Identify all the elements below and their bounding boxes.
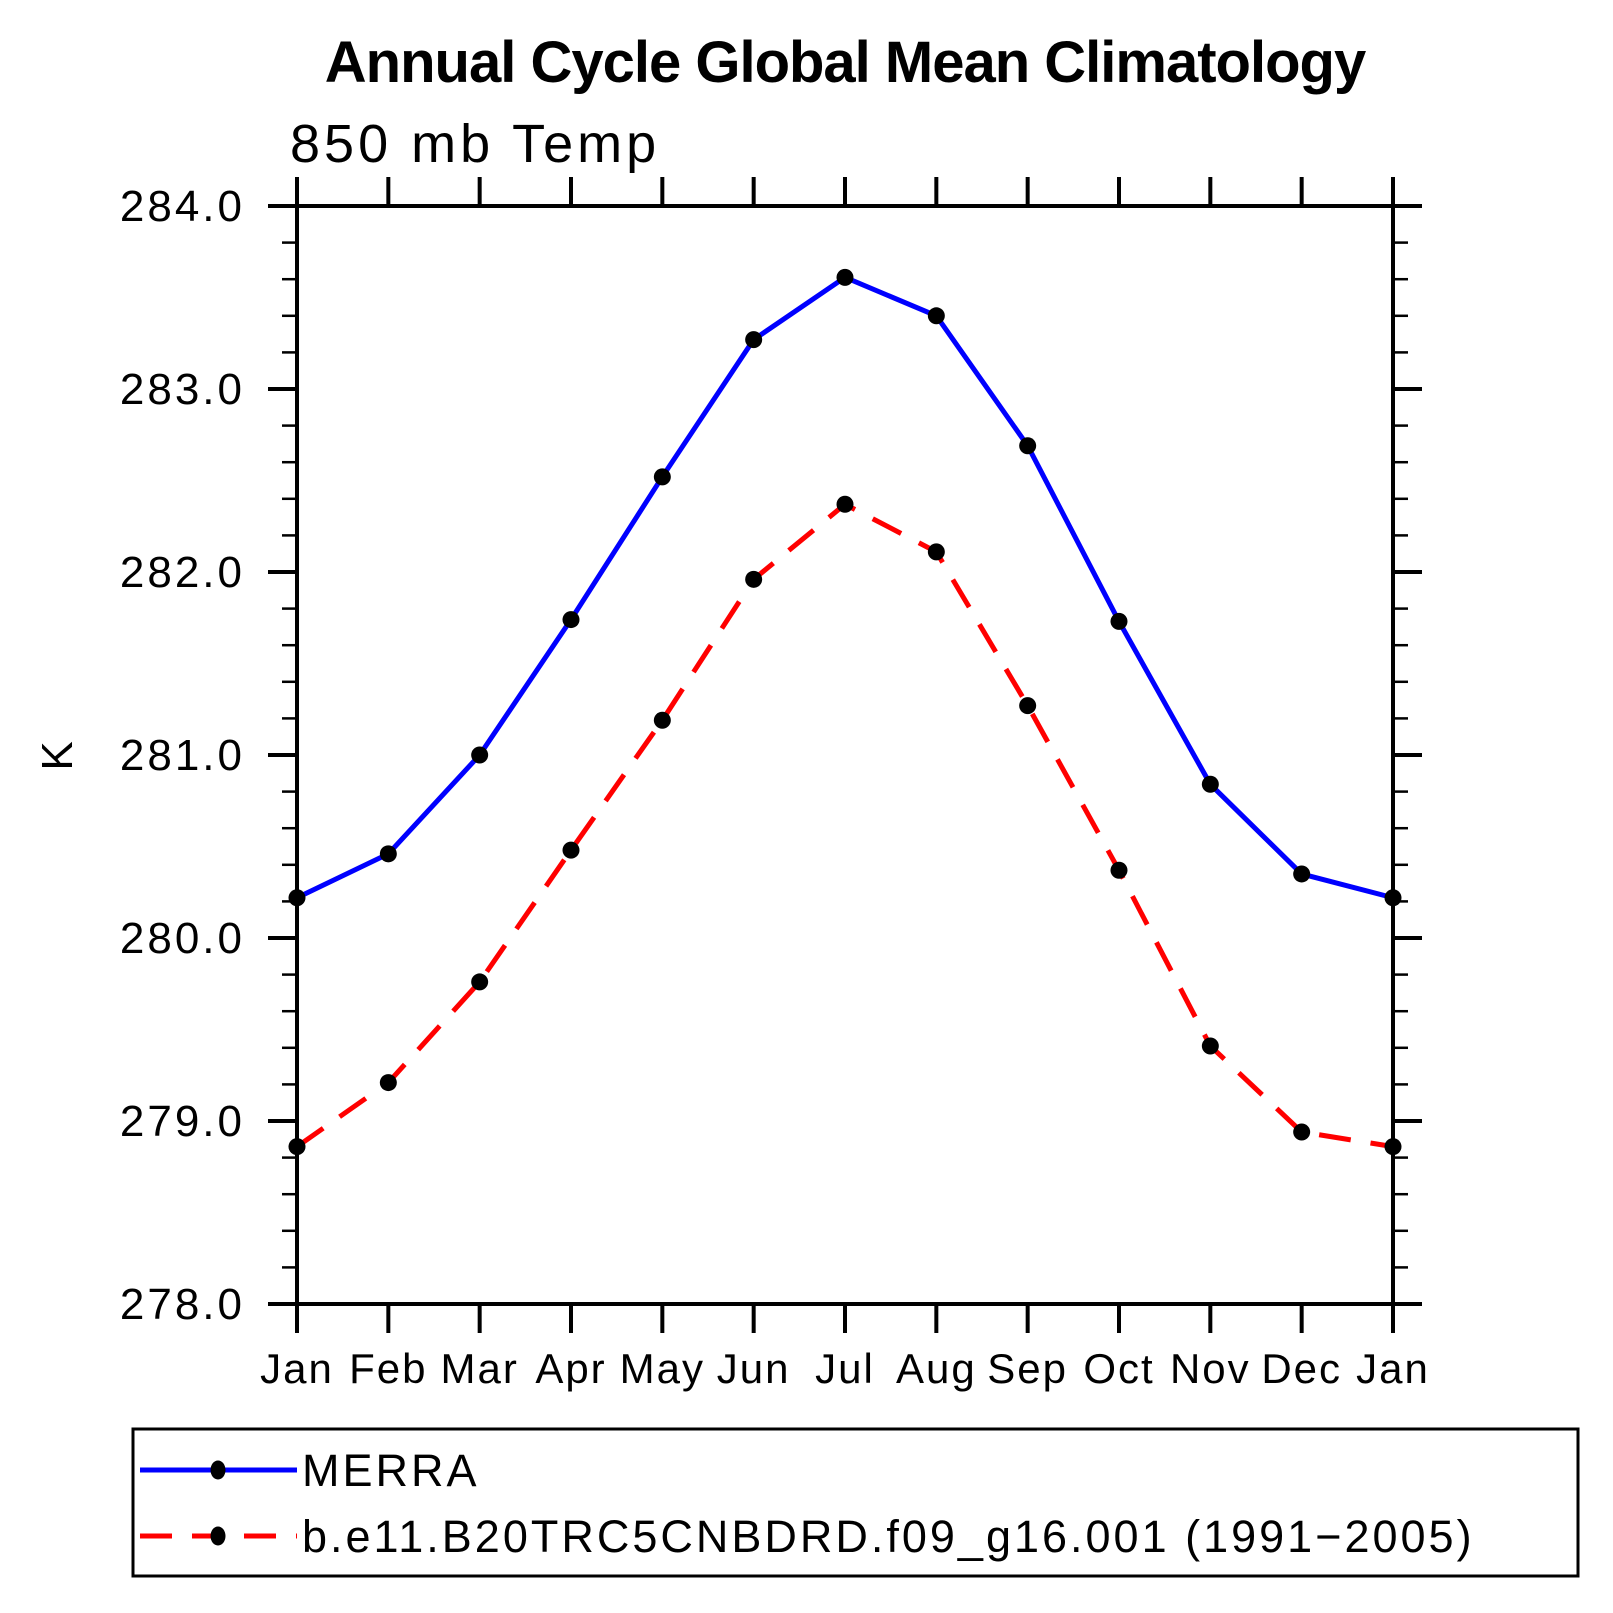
data-point-marker <box>927 307 945 325</box>
legend-entry: b.e11.B20TRC5CNBDRD.f09_g16.001 (1991−20… <box>140 1511 1475 1562</box>
x-tick-label: Oct <box>1083 1345 1154 1392</box>
data-point-marker <box>653 711 671 729</box>
data-point-marker <box>471 746 489 764</box>
data-point-marker <box>288 1138 306 1156</box>
y-tick-label: 284.0 <box>120 182 245 231</box>
x-tick-label: Jul <box>815 1345 875 1392</box>
data-point-marker <box>1110 861 1128 879</box>
x-tick-label: Feb <box>349 1345 427 1392</box>
legend-box <box>131 1427 1580 1578</box>
data-point-marker <box>379 845 397 863</box>
chart-generated-content: 284.0 283.0 282.0 281.0 280.0 279.0 278.0 Jan Fe… <box>120 177 1580 1578</box>
legend-label: MERRA <box>302 1445 480 1496</box>
data-point-marker <box>1384 889 1402 907</box>
y-tick-label: 278.0 <box>120 1280 245 1329</box>
x-tick-label: Nov <box>1170 1345 1251 1392</box>
y-tick-label: 279.0 <box>120 1097 245 1146</box>
data-point-marker <box>562 841 580 859</box>
legend-entry: MERRA <box>140 1445 480 1496</box>
x-tick-label: May <box>620 1345 705 1392</box>
x-tick-label: Sep <box>987 1345 1068 1392</box>
chart-subtitle: 850 mb Temp <box>290 114 660 174</box>
legend-marker <box>210 1526 226 1546</box>
series-merra <box>288 268 1402 907</box>
data-point-marker <box>745 570 763 588</box>
data-point-marker <box>562 611 580 629</box>
x-tick-label: Dec <box>1261 1345 1342 1392</box>
x-tick-label: Jan <box>260 1345 334 1392</box>
data-point-marker <box>745 331 763 349</box>
legend-marker <box>210 1460 226 1480</box>
legend: MERRA b.e11.B20TRC5CNBDRD.f09_g16.001 (19… <box>131 1427 1580 1578</box>
x-tick-label: Jun <box>717 1345 791 1392</box>
series-line <box>295 274 1394 901</box>
x-axis-ticks <box>295 177 1395 1333</box>
data-point-marker <box>653 468 671 486</box>
data-point-marker <box>836 495 854 513</box>
data-point-marker <box>1293 865 1311 883</box>
x-tick-label: Apr <box>535 1345 606 1392</box>
x-month-labels: Jan Feb Mar Apr May Jun Jul Aug Sep Oct Nov Dec Jan <box>260 1345 1430 1392</box>
x-tick-label: Jan <box>1356 1345 1430 1392</box>
data-point-marker <box>1019 437 1037 455</box>
data-point-marker <box>471 973 489 991</box>
legend-label: b.e11.B20TRC5CNBDRD.f09_g16.001 (1991−20… <box>302 1511 1475 1562</box>
data-point-marker <box>288 889 306 907</box>
data-point-marker <box>1019 697 1037 715</box>
x-tick-label: Aug <box>896 1345 977 1392</box>
x-tick-label: Mar <box>440 1345 518 1392</box>
y-axis-ticks <box>268 204 1422 1306</box>
y-tick-labels: 284.0 283.0 282.0 281.0 280.0 279.0 278.0 <box>120 182 245 1329</box>
y-tick-label: 280.0 <box>120 914 245 963</box>
data-point-marker <box>1384 1138 1402 1156</box>
chart-title: Annual Cycle Global Mean Climatology <box>325 30 1366 95</box>
y-tick-label: 282.0 <box>120 548 245 597</box>
y-axis-label: K <box>33 739 82 770</box>
y-tick-label: 283.0 <box>120 365 245 414</box>
data-point-marker <box>1293 1123 1311 1141</box>
data-point-marker <box>1201 1037 1219 1055</box>
series-model <box>288 495 1402 1156</box>
series-line <box>295 501 1394 1150</box>
y-tick-label: 281.0 <box>120 731 245 780</box>
data-point-marker <box>1201 775 1219 793</box>
plot-frame <box>295 204 1395 1306</box>
data-point-marker <box>927 543 945 561</box>
data-point-marker <box>1110 612 1128 630</box>
data-point-marker <box>836 268 854 286</box>
data-point-marker <box>379 1074 397 1092</box>
